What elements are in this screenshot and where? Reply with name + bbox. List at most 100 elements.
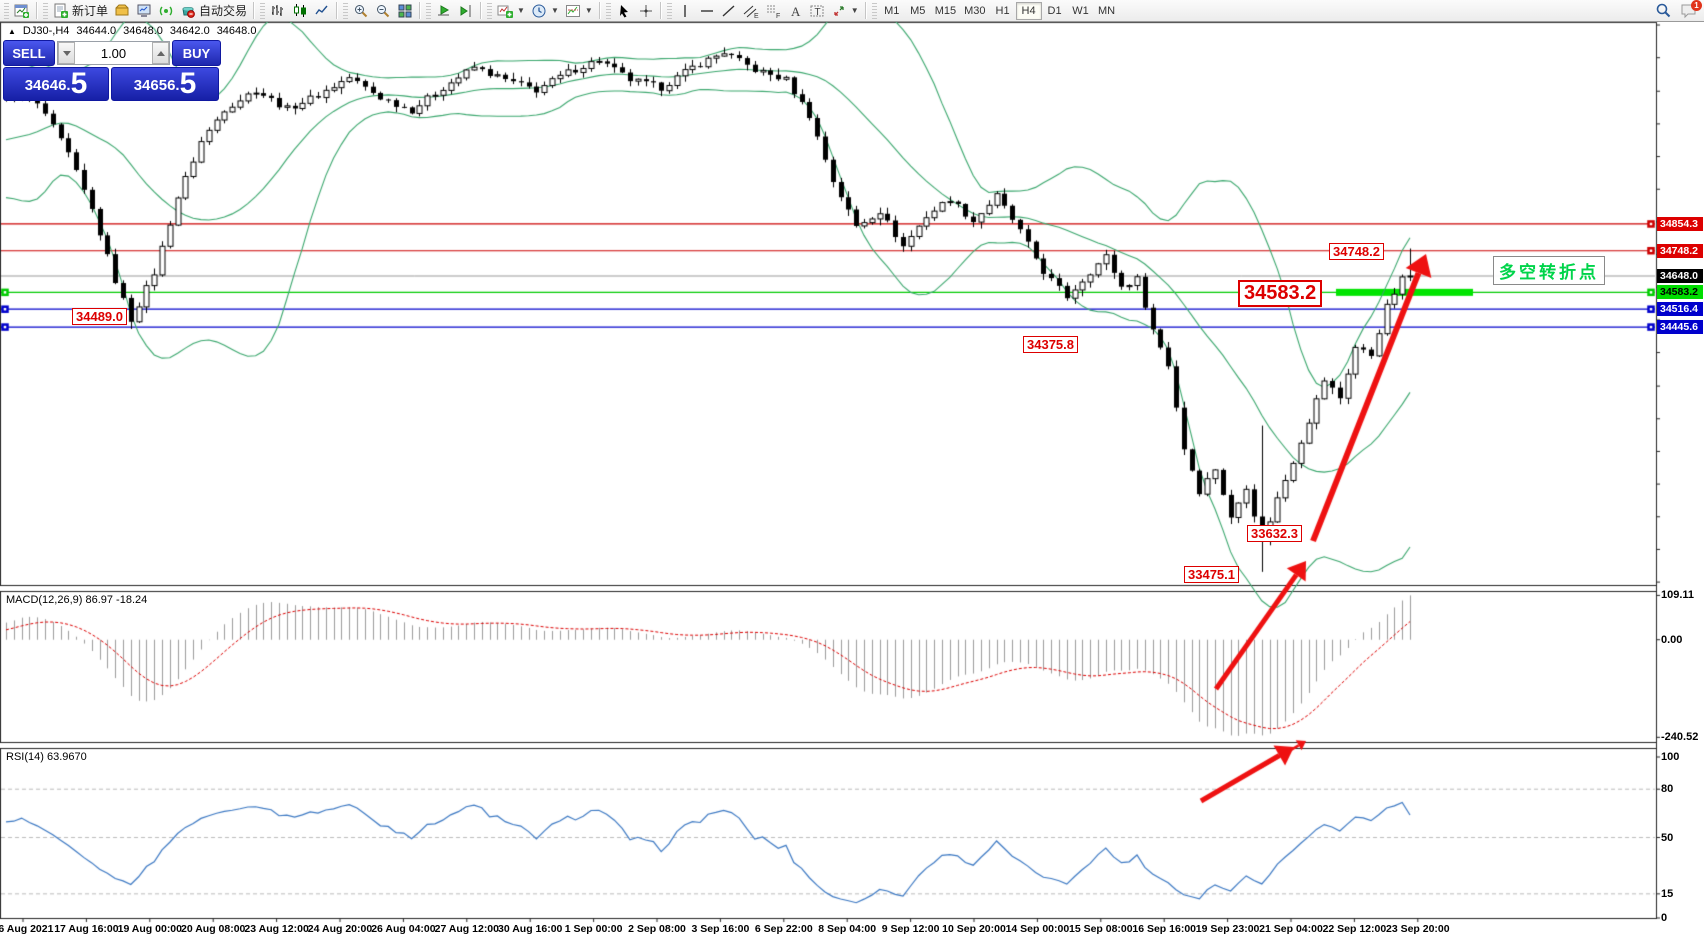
zoom-out-icon: [375, 3, 391, 19]
trendline-tool-button[interactable]: [718, 1, 740, 21]
turning-point-note[interactable]: 多空转折点: [1493, 256, 1605, 285]
collapse-icon[interactable]: ▲: [8, 26, 16, 36]
indicators-add-icon: [497, 3, 514, 19]
chat-icon[interactable]: 1: [1680, 0, 1702, 19]
text-label-icon: T: [809, 3, 825, 19]
time-axis-label: 19 Sep 23:00: [1195, 923, 1260, 935]
text-label-tool-button[interactable]: T: [806, 1, 828, 21]
dropdown-caret-icon: ▼: [584, 6, 593, 15]
arrows-tool-button[interactable]: ▼: [828, 1, 862, 21]
zoom-in-button[interactable]: [350, 1, 372, 21]
data-window-icon: [158, 3, 174, 19]
auto-trading-button[interactable]: 自动交易: [177, 1, 250, 21]
svg-text:F: F: [776, 13, 780, 19]
horizontal-line-icon: [699, 3, 715, 19]
periods-clock-icon: [531, 3, 547, 19]
time-axis-label: 10 Sep 20:00: [942, 923, 1006, 935]
toolbar-separator: [253, 2, 256, 19]
ohlc-low: 34642.0: [169, 25, 210, 37]
timeframe-m30-button[interactable]: M30: [964, 4, 986, 17]
timeframe-m15-button[interactable]: M15: [934, 4, 957, 17]
cursor-tool-button[interactable]: [613, 1, 635, 21]
time-axis-label: 19 Aug 00:00: [117, 923, 182, 935]
ea-trading-icon: [180, 3, 196, 19]
rsi-axis-tick: 0: [1661, 912, 1668, 924]
buy-button[interactable]: BUY: [172, 40, 221, 66]
search-icon[interactable]: [1655, 2, 1672, 19]
templates-chart-icon: [565, 3, 581, 19]
macd-axis-tick: 0.00: [1661, 633, 1683, 646]
price-annotation-label[interactable]: 34375.8: [1023, 336, 1078, 353]
price-annotation-label[interactable]: 33475.1: [1184, 566, 1239, 583]
notification-badge: 1: [1691, 0, 1702, 11]
sell-price-display[interactable]: 34646. 5: [3, 67, 109, 101]
equidistant-channel-icon: E: [743, 3, 759, 19]
templates-button[interactable]: ▼: [562, 1, 596, 21]
volume-decrease-button[interactable]: [58, 42, 75, 64]
tile-windows-button[interactable]: [394, 1, 416, 21]
time-axis-label: 27 Aug 12:00: [434, 923, 499, 935]
dropdown-caret-icon: ▼: [550, 6, 559, 15]
price-axis-badge: 34854.3: [1657, 216, 1703, 231]
new-order-label: 新订单: [72, 4, 109, 18]
toolbar-separator: [598, 2, 601, 19]
toolbar-grip: [871, 2, 877, 19]
chart-ohlc-header: ▲ DJ30-,H4 34644.0 34648.0 34642.0 34648…: [8, 25, 256, 37]
fibonacci-tool-button[interactable]: F: [762, 1, 784, 21]
dropdown-caret-icon: ▼: [517, 6, 525, 15]
crosshair-tool-button[interactable]: [635, 1, 657, 21]
timeframe-h1-button[interactable]: H1: [995, 4, 1010, 17]
periods-button[interactable]: ▼: [528, 1, 562, 21]
sell-button[interactable]: SELL: [3, 40, 55, 66]
new-order-button[interactable]: 新订单: [50, 1, 111, 21]
line-chart-mode-button[interactable]: [311, 1, 333, 21]
new-chart-button[interactable]: [11, 1, 33, 21]
market-watch-button[interactable]: [133, 1, 155, 21]
timeframe-h4-button[interactable]: H4: [1015, 1, 1042, 20]
time-axis-label: 2 Sep 08:00: [628, 923, 686, 935]
new-chart-icon: [14, 3, 30, 19]
triangle-down-icon: [62, 50, 71, 56]
time-axis-label: 8 Sep 04:00: [818, 923, 877, 935]
toolbar-separator: [864, 2, 867, 19]
sell-price-main: 34646.: [24, 77, 71, 94]
timeframe-w1-button[interactable]: W1: [1072, 4, 1089, 17]
time-axis-label: 23 Sep 20:00: [1385, 923, 1450, 935]
chart-shift-button[interactable]: [455, 1, 477, 21]
volume-increase-button[interactable]: [152, 42, 169, 64]
time-axis-label: 20 Aug 08:00: [180, 923, 246, 935]
price-annotation-label[interactable]: 34489.0: [72, 308, 127, 325]
candlestick-mode-button[interactable]: [289, 1, 311, 21]
zoom-out-button[interactable]: [372, 1, 394, 21]
text-tool-button[interactable]: A: [784, 1, 806, 21]
timeframe-m1-button[interactable]: M1: [884, 4, 900, 17]
vertical-line-tool-button[interactable]: [674, 1, 696, 21]
buy-price-display[interactable]: 34656. 5: [111, 67, 219, 101]
time-axis-label: 17 Aug 16:00: [54, 923, 119, 935]
channel-tool-button[interactable]: E: [740, 1, 762, 21]
auto-trading-label: 自动交易: [199, 4, 248, 18]
time-axis-label: 15 Sep 08:00: [1068, 923, 1133, 935]
toolbar-separator: [419, 2, 422, 19]
volume-value[interactable]: 1.00: [100, 45, 127, 61]
arrows-tool-icon: [831, 3, 847, 19]
horizontal-line-tool-button[interactable]: [696, 1, 718, 21]
profiles-button[interactable]: [111, 1, 133, 21]
auto-scroll-button[interactable]: [433, 1, 455, 21]
zoom-in-icon: [353, 3, 369, 19]
auto-scroll-icon: [436, 3, 452, 19]
price-annotation-label[interactable]: 34583.2: [1238, 280, 1323, 307]
price-annotation-label[interactable]: 34748.2: [1329, 243, 1384, 260]
timeframe-m5-button[interactable]: M5: [910, 4, 926, 17]
toolbar-separator: [480, 2, 483, 19]
timeframe-mn-button[interactable]: MN: [1097, 4, 1116, 17]
toolbar-grip: [487, 2, 493, 19]
timeframe-d1-button[interactable]: D1: [1047, 4, 1062, 17]
text-icon: A: [787, 3, 803, 19]
bar-chart-mode-button[interactable]: [267, 1, 289, 21]
time-axis-label: 21 Sep 04:00: [1259, 923, 1323, 935]
data-window-button[interactable]: [155, 1, 177, 21]
price-annotation-label[interactable]: 33632.3: [1247, 525, 1302, 542]
indicators-list-button[interactable]: ▼: [494, 1, 528, 21]
